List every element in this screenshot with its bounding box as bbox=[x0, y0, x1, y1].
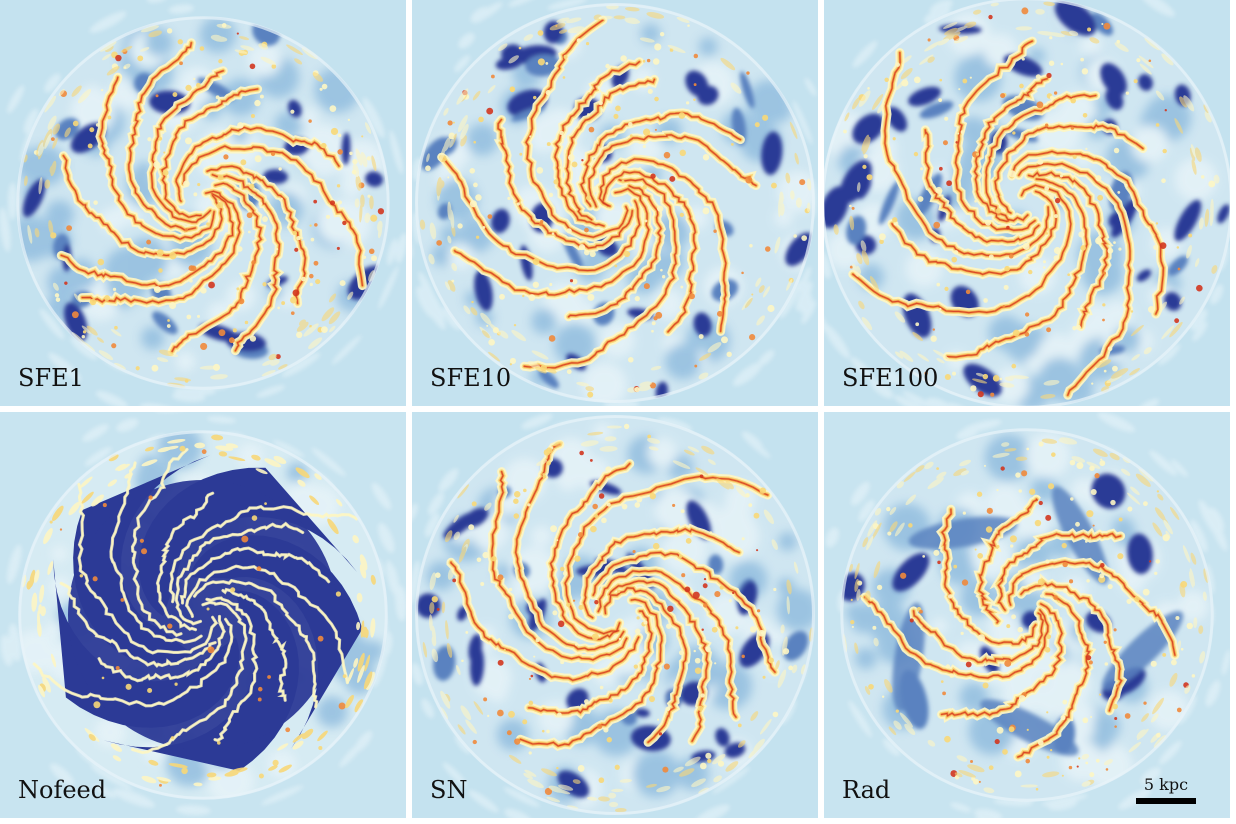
panel-label: Rad bbox=[842, 778, 890, 802]
panel-label: SFE1 bbox=[18, 366, 84, 390]
galaxy-map-rad bbox=[824, 412, 1230, 818]
panel-nofeed: Nofeed bbox=[0, 412, 406, 818]
panel-sfe10: SFE10 bbox=[412, 0, 818, 406]
panel-label: SFE100 bbox=[842, 366, 938, 390]
scale-bar: 5 kpc bbox=[1136, 775, 1196, 804]
panel-label: SFE10 bbox=[430, 366, 511, 390]
galaxy-map-sn bbox=[412, 412, 818, 818]
scale-bar-label: 5 kpc bbox=[1136, 775, 1196, 794]
galaxy-map-nofeed bbox=[0, 412, 406, 818]
panel-sfe100: SFE100 bbox=[824, 0, 1230, 406]
galaxy-map-sfe1 bbox=[0, 0, 406, 406]
panel-label: Nofeed bbox=[18, 778, 106, 802]
scale-bar-line bbox=[1136, 798, 1196, 804]
panel-sn: SN bbox=[412, 412, 818, 818]
panel-sfe1: SFE1 bbox=[0, 0, 406, 406]
galaxy-map-sfe10 bbox=[412, 0, 818, 406]
panel-label: SN bbox=[430, 778, 467, 802]
galaxy-map-sfe100 bbox=[824, 0, 1230, 406]
panel-rad: Rad 5 kpc bbox=[824, 412, 1230, 818]
